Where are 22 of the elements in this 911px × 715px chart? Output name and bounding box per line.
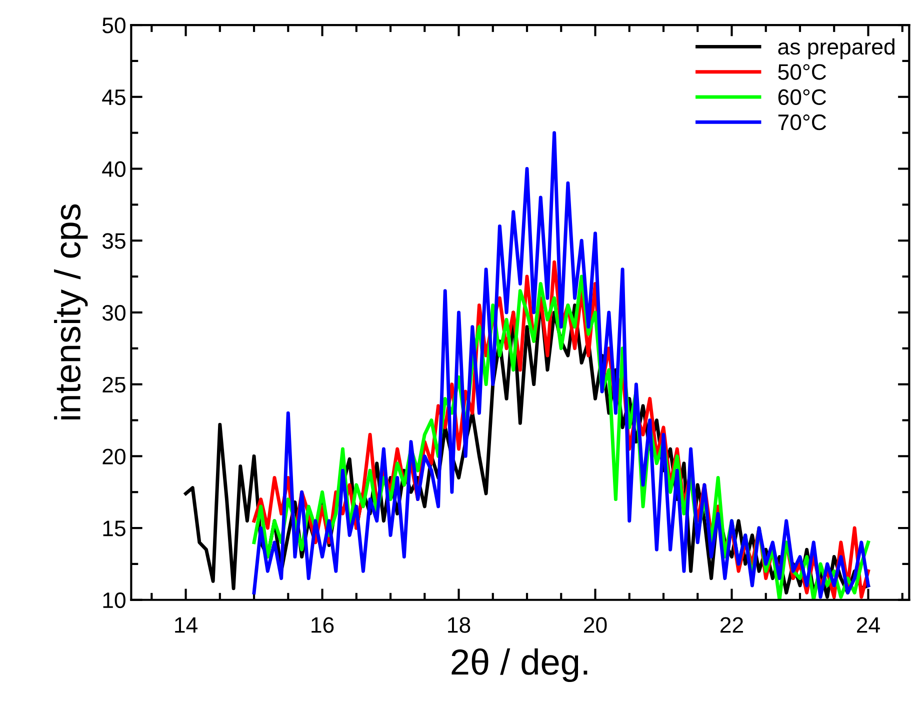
legend-label: 70°C bbox=[778, 114, 826, 130]
line-series bbox=[252, 131, 870, 599]
y-axis-title: intensity / cps bbox=[54, 204, 88, 420]
y-tick-label: 40 bbox=[102, 161, 126, 178]
x-tick-label: 18 bbox=[448, 617, 470, 633]
y-tick-label: 30 bbox=[102, 304, 126, 321]
x-axis-title: 2θ / deg. bbox=[452, 648, 588, 682]
x-tick-label: 24 bbox=[856, 617, 880, 633]
y-tick-label: 50 bbox=[102, 18, 126, 34]
legend-label: 60°C bbox=[778, 89, 826, 105]
legend-label: 50°C bbox=[778, 64, 826, 80]
y-tick-label: 35 bbox=[102, 233, 126, 249]
y-tick-label: 25 bbox=[102, 376, 126, 393]
y-tick-label: 20 bbox=[102, 448, 126, 464]
x-tick-label: 20 bbox=[584, 617, 607, 633]
legend-label: as prepared bbox=[778, 38, 894, 60]
y-tick-label: 15 bbox=[103, 520, 126, 536]
x-tick-label: 16 bbox=[312, 617, 334, 633]
x-tick-label: 14 bbox=[175, 617, 198, 633]
y-tick-label: 45 bbox=[102, 90, 126, 106]
y-tick-label: 10 bbox=[103, 592, 126, 608]
x-tick-label: 22 bbox=[720, 617, 743, 633]
